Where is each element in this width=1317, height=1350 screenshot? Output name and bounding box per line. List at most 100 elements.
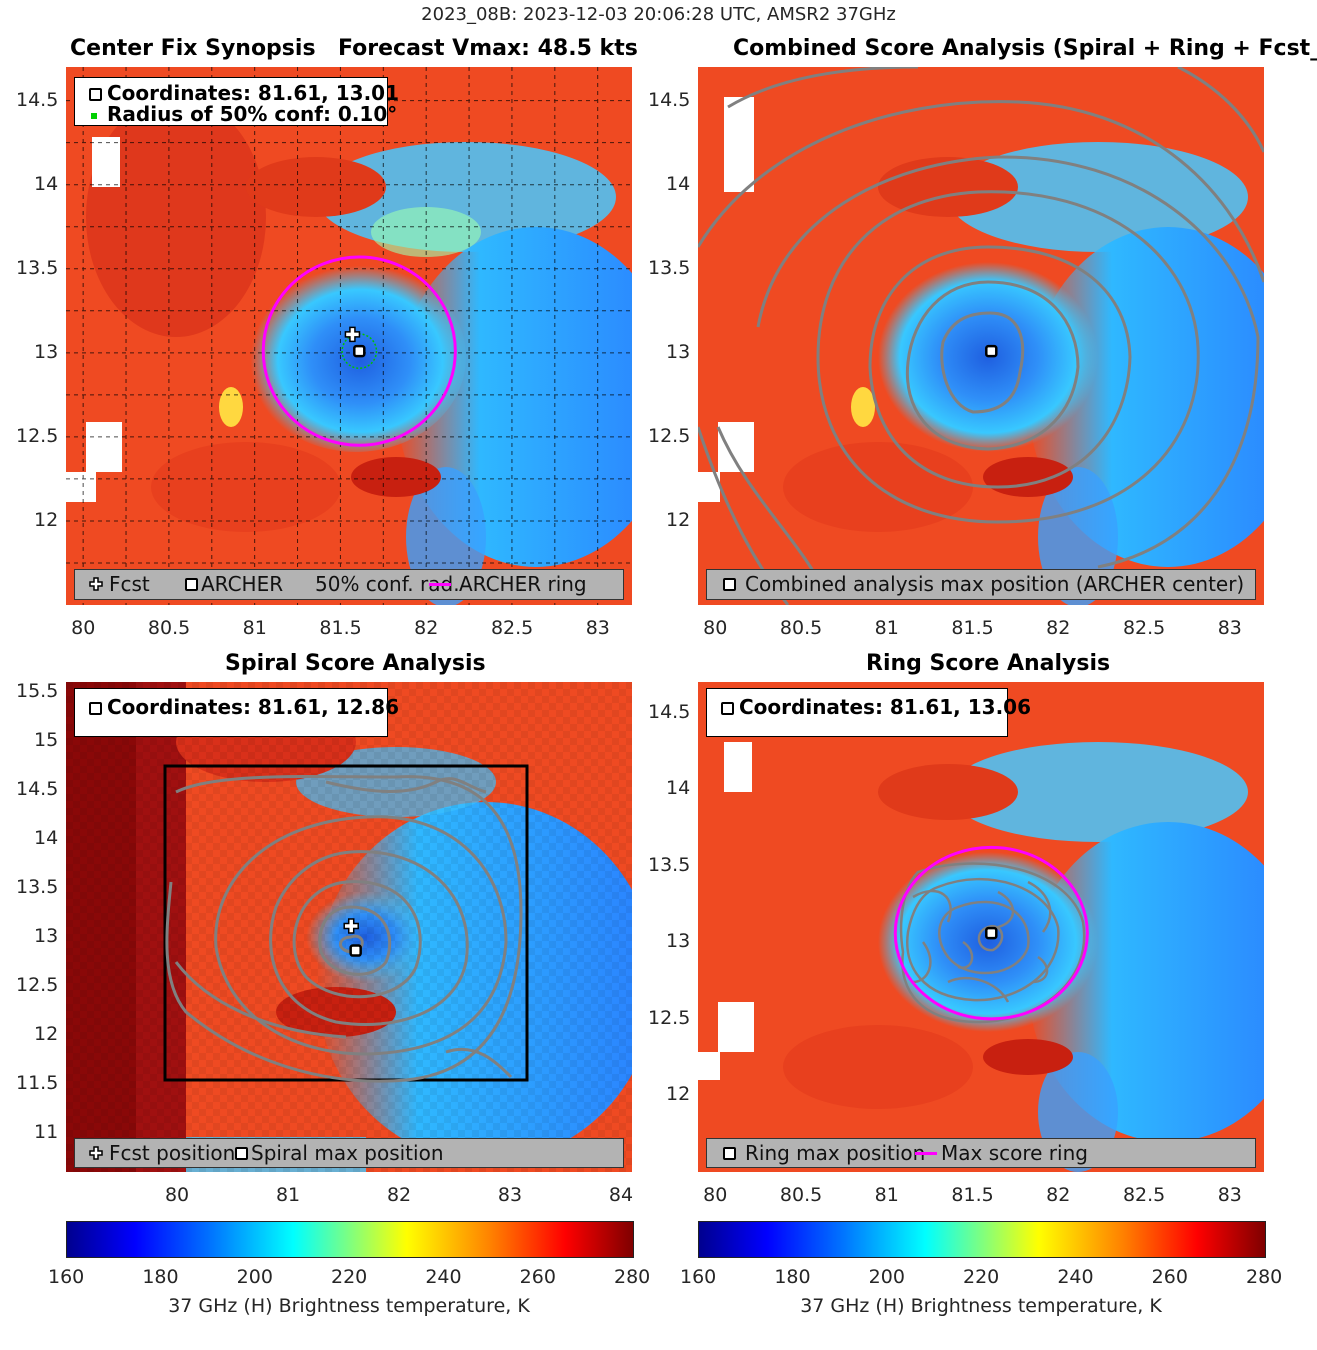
y-tick-label: 15.5 (16, 679, 59, 702)
y-tick-label: 13.5 (648, 853, 691, 876)
spiral-max-icon (89, 702, 102, 715)
y-tick-label: 12.5 (16, 973, 59, 996)
synopsis-bottom-legend: Fcst ARCHER 50% conf. rad. ARCHER ring (74, 569, 624, 600)
spiral-overlay (343, 918, 362, 957)
spiral-contour (214, 815, 508, 1056)
x-tick-label: 81 (874, 617, 899, 639)
x-tick-label: 81.5 (319, 617, 362, 639)
colorbar-tick-label: 260 (1151, 1266, 1188, 1288)
combined-contour (816, 190, 1200, 524)
combined-contour (868, 245, 1132, 489)
colorbar-tick-label: 240 (1057, 1266, 1094, 1288)
y-tick-label: 11 (34, 1120, 59, 1143)
colorbar-tick-label: 220 (331, 1266, 368, 1288)
spiral-contour (318, 905, 392, 976)
colorbar-tick-label: 200 (236, 1266, 273, 1288)
x-tick-label: 83 (1217, 617, 1242, 639)
y-tick-label: 11.5 (16, 1071, 59, 1094)
spiral-contour (165, 774, 523, 1083)
y-tick-label: 13 (34, 924, 59, 947)
ring-contour (977, 924, 1004, 952)
x-tick-label: 81 (275, 1184, 301, 1206)
y-tick-label: 14 (34, 826, 59, 849)
y-tick-label: 12 (666, 1083, 691, 1106)
synopsis-title: Center Fix Synopsis (70, 36, 316, 61)
x-tick-label: 82.5 (1122, 1184, 1166, 1206)
spiral-fcst-label: Fcst position (109, 1141, 236, 1165)
y-tick-label: 13.5 (16, 875, 59, 898)
x-tick-label: 83 (497, 1184, 523, 1206)
colorbar-left-label: 37 GHz (H) Brightness temperature, K (168, 1295, 530, 1317)
x-tick-label: 80.5 (147, 617, 191, 639)
x-tick-label: 80 (164, 1184, 190, 1206)
max-score-ring (261, 255, 457, 447)
x-tick-label: 83 (585, 617, 610, 639)
y-tick-label: 13 (666, 930, 691, 953)
combined-contour (1177, 67, 1264, 153)
ring-max-icon (721, 702, 734, 715)
archer-marker-icon (89, 88, 102, 101)
colorbar-right (698, 1221, 1266, 1258)
colorbar-tick-label: 160 (48, 1266, 85, 1288)
colorbar-tick-label: 280 (1246, 1266, 1283, 1288)
x-tick-label: 80 (703, 617, 728, 639)
max-score-ring (893, 845, 1089, 1021)
x-tick-label: 81 (242, 617, 267, 639)
synopsis-fcst-label: Fcst (109, 572, 150, 596)
y-tick-label: 13.5 (16, 256, 59, 279)
ring-legend: Coordinates: 81.61, 13.06 (706, 688, 1031, 737)
x-tick-label: 82 (386, 1184, 412, 1206)
combined-heatmap (698, 67, 1264, 605)
spiral-legend: Coordinates: 81.61, 12.86 (74, 688, 399, 737)
ring-title: Ring Score Analysis (866, 651, 1111, 676)
spiral-contour (445, 1047, 513, 1079)
spiral-contour (325, 777, 487, 794)
x-tick-label: 80 (703, 1184, 728, 1206)
x-tick-label: 82.5 (1122, 617, 1166, 639)
combined-plot: Combined analysis max position (ARCHER c… (698, 67, 1264, 605)
colorbar-tick-label: 160 (680, 1266, 717, 1288)
combined-contour (698, 100, 1264, 283)
x-tick-label: 81.5 (951, 617, 994, 639)
spiral-contour (292, 880, 422, 999)
ring-contour (938, 900, 1030, 975)
spiral-plot: Coordinates: 81.61, 12.86 Fcst position … (66, 682, 632, 1172)
synopsis-overlay (66, 67, 632, 605)
max-position-marker (353, 344, 366, 358)
synopsis-archer-label: ARCHER (201, 572, 284, 596)
spiral-contour (269, 850, 469, 1026)
combined-contour (940, 311, 1025, 414)
x-tick-label: 82 (414, 617, 439, 639)
colorbar-left (66, 1221, 634, 1258)
ring-overlay (893, 845, 1089, 1021)
x-tick-label: 80.5 (779, 1184, 823, 1206)
ring-contour (957, 890, 1049, 984)
colorbar-tick-label: 280 (614, 1266, 651, 1288)
conf-radius-icon (91, 112, 97, 119)
y-tick-label: 15 (34, 728, 59, 751)
synopsis-heatmap (66, 67, 632, 605)
synopsis-ring-label: ARCHER ring (459, 572, 587, 596)
fcst-plus-icon (89, 577, 103, 591)
fcst-position-marker (343, 918, 359, 934)
x-tick-label: 84 (608, 1184, 634, 1206)
combined-max-icon (723, 578, 736, 591)
synopsis-conf-radius: Radius of 50% conf: 0.10° (107, 102, 398, 126)
x-tick-label: 81 (874, 1184, 899, 1206)
y-tick-label: 12 (34, 508, 59, 531)
y-tick-label: 14 (666, 172, 691, 195)
y-tick-label: 12.5 (16, 424, 59, 447)
x-tick-label: 82.5 (490, 617, 534, 639)
ring-bottom-legend: Ring max position Max score ring (706, 1138, 1256, 1168)
colorbar-right-label: 37 GHz (H) Brightness temperature, K (800, 1295, 1162, 1317)
y-tick-label: 12.5 (648, 424, 691, 447)
combined-contour (727, 67, 919, 109)
combined-contour (756, 155, 1260, 569)
x-tick-label: 81.5 (951, 1184, 994, 1206)
ring-ring-label: Max score ring (941, 1141, 1088, 1165)
colorbar-tick-label: 240 (425, 1266, 462, 1288)
synopsis-vmax: Forecast Vmax: 48.5 kts (338, 36, 638, 61)
ring-coords: Coordinates: 81.61, 13.06 (739, 695, 1032, 719)
ring-max-label: Ring max position (745, 1141, 926, 1165)
spiral-max-label: Spiral max position (251, 1141, 444, 1165)
